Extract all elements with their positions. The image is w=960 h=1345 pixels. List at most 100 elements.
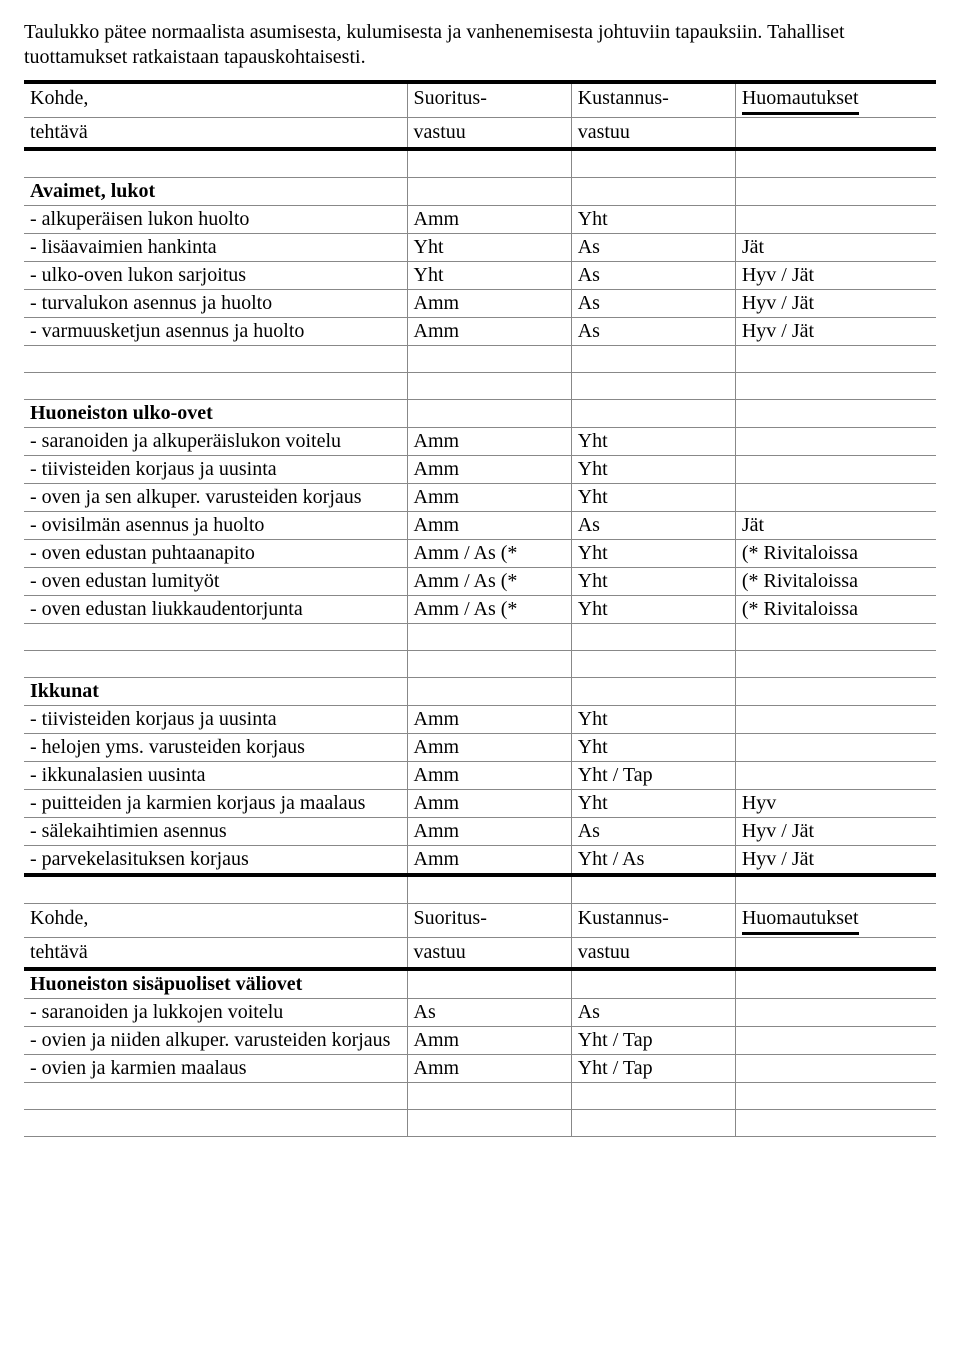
cell: As <box>571 512 735 540</box>
cell: Amm <box>407 706 571 734</box>
cell: As <box>407 999 571 1027</box>
table-row: - saranoiden ja alkuperäislukon voiteluA… <box>24 428 936 456</box>
cell <box>735 206 936 234</box>
cell: Yht <box>571 596 735 624</box>
responsibility-table: Kohde, Suoritus- Kustannus- Huomautukset… <box>24 80 936 1137</box>
cell <box>735 484 936 512</box>
cell: Amm <box>407 790 571 818</box>
cell: - ovien ja niiden alkuper. varusteiden k… <box>24 1027 407 1055</box>
table-row: - sälekaihtimien asennusAmmAsHyv / Jät <box>24 818 936 846</box>
cell: - oven edustan lumityöt <box>24 568 407 596</box>
table-row: - ovisilmän asennus ja huoltoAmmAsJät <box>24 512 936 540</box>
spacer-row <box>24 346 936 373</box>
cell: - saranoiden ja alkuperäislukon voitelu <box>24 428 407 456</box>
cell: Amm <box>407 428 571 456</box>
cell: (* Rivitaloissa <box>735 596 936 624</box>
cell: Yht / Tap <box>571 1027 735 1055</box>
cell: - oven ja sen alkuper. varusteiden korja… <box>24 484 407 512</box>
cell: Yht <box>571 456 735 484</box>
cell: Amm <box>407 762 571 790</box>
cell: As <box>571 999 735 1027</box>
cell: Hyv / Jät <box>735 846 936 876</box>
cell <box>735 999 936 1027</box>
cell: Yht <box>571 568 735 596</box>
cell: As <box>571 818 735 846</box>
cell: - saranoiden ja lukkojen voitelu <box>24 999 407 1027</box>
cell: Amm <box>407 1027 571 1055</box>
cell: Yht <box>571 428 735 456</box>
cell: - parvekelasituksen korjaus <box>24 846 407 876</box>
cell: - helojen yms. varusteiden korjaus <box>24 734 407 762</box>
table-row: - varmuusketjun asennus ja huoltoAmmAsHy… <box>24 318 936 346</box>
cell <box>735 706 936 734</box>
cell: Amm / As (* <box>407 596 571 624</box>
hdr-kustannus: Kustannus- <box>571 82 735 118</box>
cell: - tiivisteiden korjaus ja uusinta <box>24 706 407 734</box>
hdr-suoritus-2: vastuu <box>407 938 571 970</box>
spacer-row <box>24 149 936 178</box>
cell: - ovien ja karmien maalaus <box>24 1055 407 1083</box>
table-row: - ovien ja niiden alkuper. varusteiden k… <box>24 1027 936 1055</box>
cell: - puitteiden ja karmien korjaus ja maala… <box>24 790 407 818</box>
spacer-row <box>24 1083 936 1110</box>
cell: - tiivisteiden korjaus ja uusinta <box>24 456 407 484</box>
cell: Yht <box>571 790 735 818</box>
cell: - turvalukon asennus ja huolto <box>24 290 407 318</box>
intro-text: Taulukko pätee normaalista asumisesta, k… <box>24 20 936 70</box>
cell: Amm <box>407 290 571 318</box>
cell: Amm <box>407 1055 571 1083</box>
cell: Yht <box>407 234 571 262</box>
cell: - lisäavaimien hankinta <box>24 234 407 262</box>
section-title: Ikkunat <box>24 678 407 706</box>
table-row: - helojen yms. varusteiden korjausAmmYht <box>24 734 936 762</box>
hdr-kustannus: Kustannus- <box>571 904 735 938</box>
hdr-huom: Huomautukset <box>735 904 936 938</box>
table-row: - ulko-oven lukon sarjoitusYhtAsHyv / Jä… <box>24 262 936 290</box>
cell: Yht <box>407 262 571 290</box>
spacer-row <box>24 1110 936 1137</box>
section-title-row: Ikkunat <box>24 678 936 706</box>
cell: - oven edustan liukkaudentorjunta <box>24 596 407 624</box>
spacer-row <box>24 651 936 678</box>
hdr-suoritus-2: vastuu <box>407 118 571 150</box>
hdr-kustannus-2: vastuu <box>571 938 735 970</box>
table-header-row: Kohde, Suoritus- Kustannus- Huomautukset <box>24 82 936 118</box>
table-row: - oven edustan puhtaanapitoAmm / As (*Yh… <box>24 540 936 568</box>
cell: Amm <box>407 456 571 484</box>
hdr-huom-2 <box>735 118 936 150</box>
hdr-suoritus: Suoritus- <box>407 904 571 938</box>
table-row: - oven edustan liukkaudentorjuntaAmm / A… <box>24 596 936 624</box>
table-row: - ovien ja karmien maalausAmmYht / Tap <box>24 1055 936 1083</box>
cell: Amm <box>407 206 571 234</box>
cell: As <box>571 318 735 346</box>
cell: - sälekaihtimien asennus <box>24 818 407 846</box>
cell: - ikkunalasien uusinta <box>24 762 407 790</box>
cell: Amm <box>407 846 571 876</box>
spacer-row <box>24 875 936 904</box>
cell: Yht / Tap <box>571 1055 735 1083</box>
cell: Hyv / Jät <box>735 290 936 318</box>
cell <box>735 456 936 484</box>
spacer-row <box>24 373 936 400</box>
cell: (* Rivitaloissa <box>735 540 936 568</box>
cell: Amm <box>407 318 571 346</box>
table-row: - ikkunalasien uusintaAmmYht / Tap <box>24 762 936 790</box>
spacer-row <box>24 624 936 651</box>
section-title: Huoneiston sisäpuoliset väliovet <box>24 969 407 999</box>
cell: Amm <box>407 734 571 762</box>
cell: Jät <box>735 234 936 262</box>
cell: Yht <box>571 206 735 234</box>
cell: - ulko-oven lukon sarjoitus <box>24 262 407 290</box>
cell: Yht / Tap <box>571 762 735 790</box>
hdr-kohde-2: tehtävä <box>24 118 407 150</box>
cell: Yht <box>571 706 735 734</box>
cell: Hyv / Jät <box>735 318 936 346</box>
hdr-kohde: Kohde, <box>24 904 407 938</box>
cell: Hyv <box>735 790 936 818</box>
cell <box>735 762 936 790</box>
cell: Hyv / Jät <box>735 262 936 290</box>
table-row: - oven edustan lumityötAmm / As (*Yht(* … <box>24 568 936 596</box>
section-title: Avaimet, lukot <box>24 178 407 206</box>
table-row: - parvekelasituksen korjausAmmYht / AsHy… <box>24 846 936 876</box>
hdr-kohde: Kohde, <box>24 82 407 118</box>
